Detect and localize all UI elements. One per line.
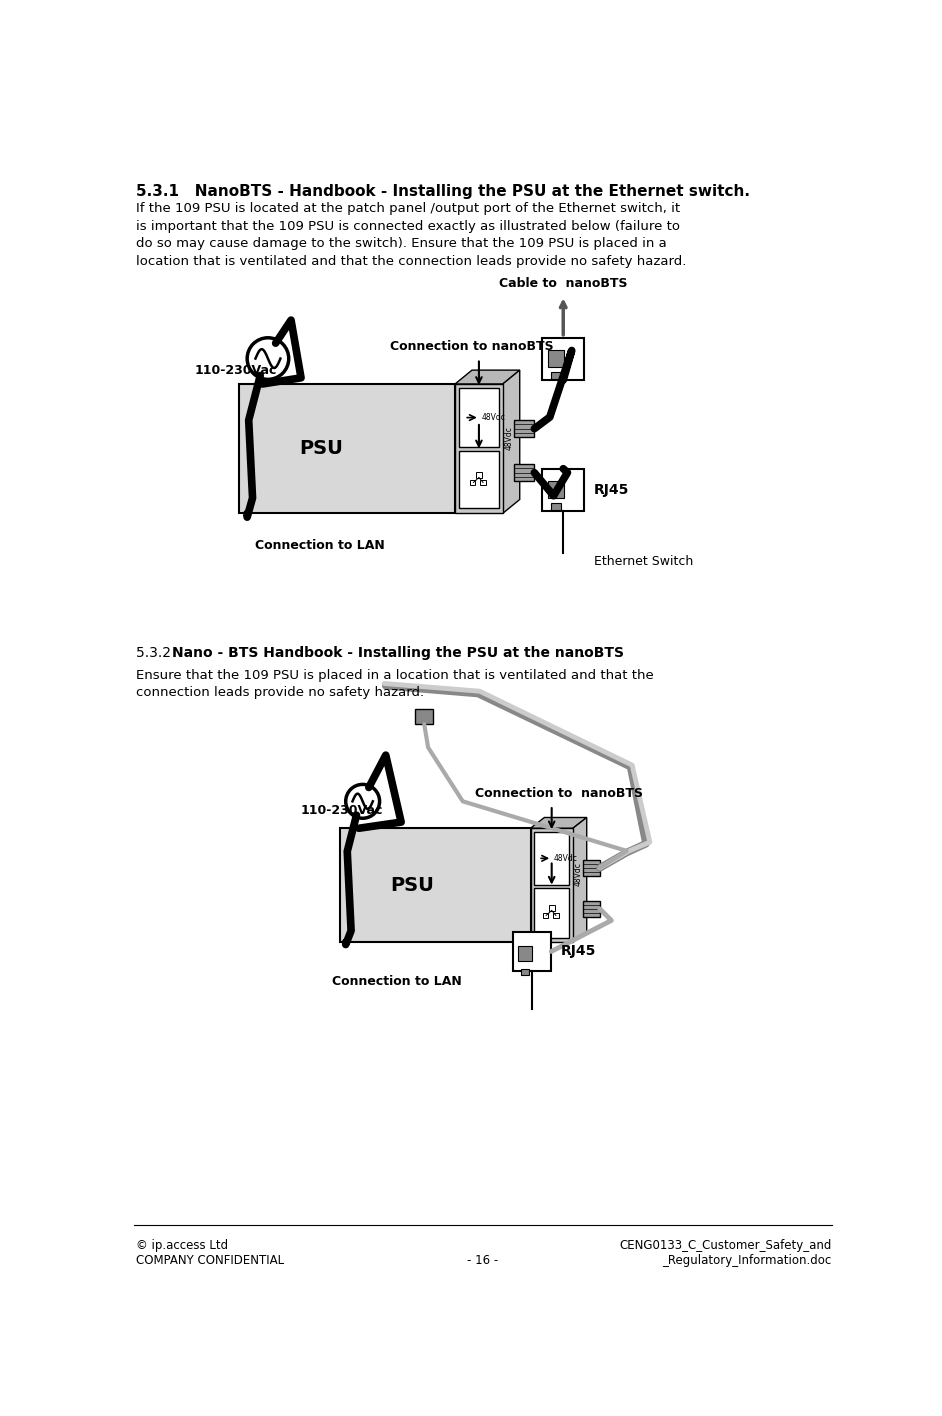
Text: COMPANY CONFIDENTIAL: COMPANY CONFIDENTIAL [136, 1255, 284, 1267]
Text: Connection to LAN: Connection to LAN [255, 539, 384, 552]
Text: 110-230Vac: 110-230Vac [301, 804, 383, 817]
Bar [583, 860, 600, 875]
Text: PSU: PSU [300, 439, 343, 459]
Bar [239, 384, 455, 514]
Bar [583, 901, 600, 916]
Bar [459, 388, 499, 447]
Text: RJ45: RJ45 [560, 944, 596, 959]
Text: - 16 -: - 16 - [467, 1255, 498, 1267]
Text: 5.3.1   NanoBTS - Handbook - Installing the PSU at the Ethernet switch.: 5.3.1 NanoBTS - Handbook - Installing th… [136, 184, 750, 198]
Bar [518, 946, 532, 961]
Text: 48Vdc: 48Vdc [554, 854, 577, 862]
Text: 5.3.2: 5.3.2 [136, 646, 179, 660]
Bar [530, 828, 573, 942]
Text: Ensure that the 109 PSU is placed in a location that is ventilated and that the
: Ensure that the 109 PSU is placed in a l… [136, 668, 653, 700]
Text: PSU: PSU [390, 875, 434, 895]
Text: Connection to nanoBTS: Connection to nanoBTS [390, 340, 554, 353]
Text: © ip.access Ltd: © ip.access Ltd [136, 1239, 228, 1252]
Bar [548, 481, 563, 498]
Bar [459, 452, 499, 508]
Polygon shape [530, 817, 587, 828]
Bar [415, 709, 433, 725]
Bar [339, 828, 530, 942]
Text: Connection to  nanoBTS: Connection to nanoBTS [475, 787, 642, 800]
Bar [542, 469, 584, 511]
Text: 110-230Vac: 110-230Vac [195, 364, 277, 377]
Text: Cable to  nanoBTS: Cable to nanoBTS [499, 278, 627, 290]
Bar [470, 480, 476, 486]
Bar [514, 464, 534, 481]
Text: Connection to LAN: Connection to LAN [332, 976, 462, 988]
Bar [514, 421, 534, 438]
Text: 48Vdc: 48Vdc [574, 862, 583, 886]
Bar [534, 833, 569, 885]
Bar [521, 969, 529, 976]
Text: .: . [580, 646, 585, 660]
Polygon shape [503, 370, 520, 514]
Text: 48Vdc: 48Vdc [481, 413, 505, 422]
Text: CENG0133_C_Customer_Safety_and: CENG0133_C_Customer_Safety_and [619, 1239, 832, 1252]
Bar [455, 384, 503, 514]
Bar [551, 371, 560, 379]
Bar [548, 350, 563, 367]
Text: Ethernet Switch: Ethernet Switch [593, 555, 693, 568]
Bar [476, 472, 482, 477]
Bar [512, 932, 551, 971]
Text: Nano - BTS Handbook - Installing the PSU at the nanoBTS: Nano - BTS Handbook - Installing the PSU… [172, 646, 625, 660]
Bar [548, 905, 555, 910]
Bar [480, 480, 486, 486]
Bar [542, 338, 584, 379]
Text: RJ45: RJ45 [593, 483, 629, 497]
Text: 48Vdc: 48Vdc [505, 426, 513, 450]
Text: If the 109 PSU is located at the patch panel /output port of the Ethernet switch: If the 109 PSU is located at the patch p… [136, 202, 686, 268]
Bar [553, 912, 559, 918]
Bar [551, 503, 560, 510]
Bar [543, 912, 548, 918]
Polygon shape [573, 817, 587, 942]
Polygon shape [455, 370, 520, 384]
Text: _Regulatory_Information.doc: _Regulatory_Information.doc [662, 1255, 832, 1267]
Bar [534, 888, 569, 937]
